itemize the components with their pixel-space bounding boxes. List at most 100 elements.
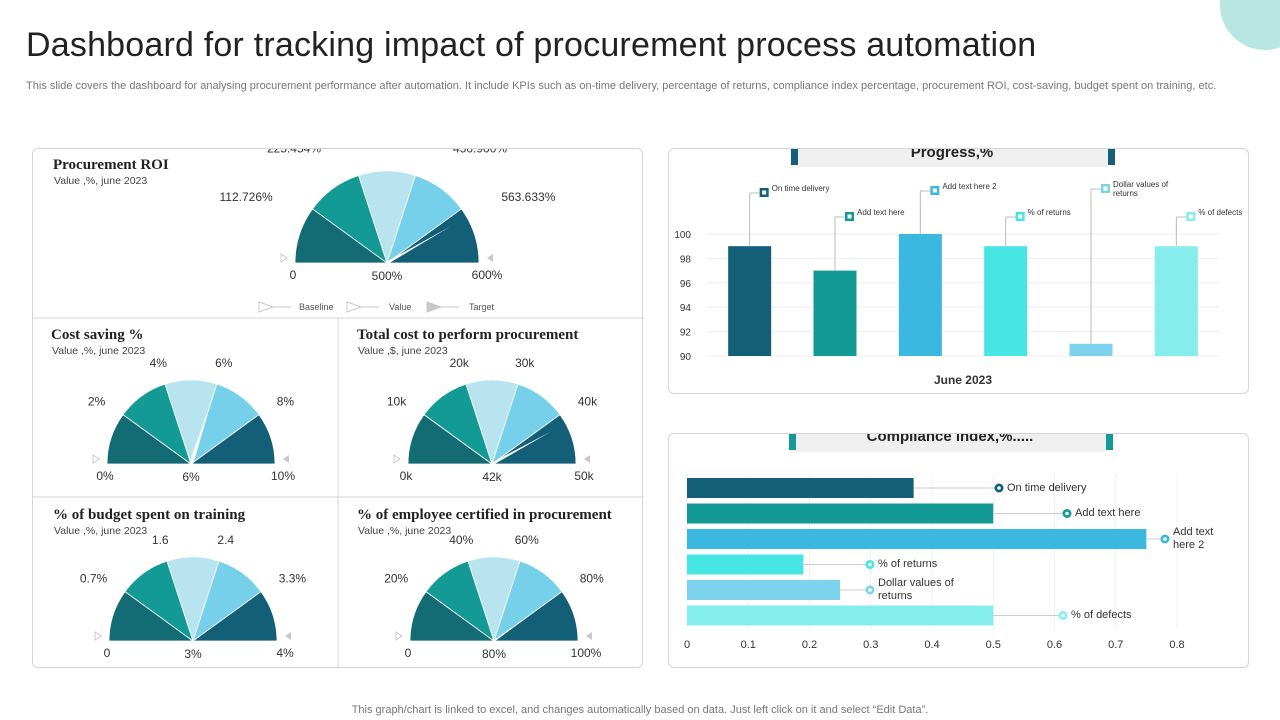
gauge-tick-label: 4% — [150, 356, 168, 370]
category-label: Add text here — [1075, 507, 1141, 519]
title-accent — [1108, 137, 1115, 165]
gauge-tick-label: 10k — [387, 395, 407, 409]
category-marker-icon — [932, 188, 937, 193]
gauge-tick-label: 563.633% — [501, 190, 555, 204]
gauge-tick-label: 100% — [571, 646, 602, 660]
baseline-marker-icon — [280, 253, 288, 263]
corner-decoration — [1220, 0, 1280, 50]
bar — [728, 246, 772, 356]
gauge-value-label: 80% — [482, 647, 506, 661]
target-marker-icon — [283, 455, 289, 463]
y-tick-label: 94 — [680, 303, 692, 314]
category-label-container: Add text here 2 — [942, 182, 997, 191]
gauge-tick-label: 1.6 — [152, 533, 169, 547]
gauge-tick-label: 40% — [449, 533, 473, 547]
page-title: Dashboard for tracking impact of procure… — [26, 26, 1037, 64]
target-marker-icon — [426, 301, 443, 313]
category-marker-icon — [762, 190, 767, 195]
category-marker-icon — [1188, 214, 1193, 219]
gauge-tick-label: 450.900% — [453, 149, 507, 156]
legend-baseline-label: Baseline — [299, 302, 334, 312]
gauge-title: Total cost to perform procurement — [357, 327, 578, 343]
category-marker-icon — [1103, 186, 1108, 191]
gauge-tick-label: 112.726% — [220, 190, 273, 204]
gauge-subtitle: Value ,%, june 2023 — [54, 175, 147, 187]
category-label-container: On time delivery — [1007, 481, 1087, 494]
gauge-needle — [490, 431, 551, 467]
title-accent — [789, 422, 796, 450]
gauge-tick-label: 40k — [578, 395, 598, 409]
x-tick-label: 0.5 — [986, 639, 1001, 651]
gauge-title: Procurement ROI — [53, 157, 169, 173]
gauge-band — [492, 591, 579, 642]
gauge-employee-certified: % of employee certified in procurement Va… — [357, 507, 612, 661]
category-label: Dollar values of returns — [1113, 180, 1169, 198]
target-marker-icon — [487, 254, 493, 262]
category-label: Dollar values of returns — [878, 578, 954, 602]
gauge-tick-label: 0 — [104, 646, 111, 660]
category-label-container: Add text here — [1075, 507, 1141, 519]
target-marker-icon — [586, 632, 592, 640]
gauge-band — [191, 591, 278, 642]
gauge-tick-label: 8% — [277, 395, 295, 409]
gauge-title: Cost saving % — [51, 327, 144, 343]
y-tick-label: 90 — [680, 352, 692, 363]
category-label: % of defects — [1071, 609, 1132, 621]
gauge-tick-label: 30k — [515, 356, 535, 370]
gauge-subtitle: Value ,$, june 2023 — [358, 345, 448, 357]
gauge-title: % of budget spent on training — [53, 507, 246, 523]
gauge-tick-label: 10% — [271, 469, 295, 483]
x-tick-label: 0.3 — [863, 639, 878, 651]
category-label: On time delivery — [1007, 481, 1087, 494]
gauge-tick-label: 0 — [290, 268, 297, 282]
compliance-chart: Compliance index,%..... 0 0.1 0.2 0.3 0.4 0.5 0… — [684, 422, 1213, 651]
gauge-tick-label: 3.3% — [279, 572, 307, 586]
y-tick-label: 92 — [680, 328, 692, 339]
category-label-container: On time delivery — [772, 184, 830, 193]
baseline-marker-icon — [92, 454, 100, 464]
legend-value-label: Value — [389, 302, 411, 312]
category-label-container: Dollar values of returns — [1113, 180, 1169, 198]
gauge-tick-label: 4% — [276, 646, 294, 660]
compliance-title: Compliance index,%..... — [867, 434, 1034, 445]
y-tick-label: 98 — [680, 254, 692, 265]
gauge-title: % of employee certified in procurement — [357, 507, 612, 523]
category-label: % of returns — [1027, 208, 1071, 217]
gauge-tick-label: 2.4 — [217, 533, 234, 547]
footer-note: This graph/chart is linked to excel, and… — [351, 704, 929, 716]
gauge-value-label: 3% — [184, 647, 202, 661]
gauge-budget-training: % of budget spent on training Value ,%, j… — [53, 507, 306, 661]
y-tick-label: 100 — [674, 230, 691, 241]
progress-panel: Progress,% 90 92 94 96 98 100 On time delivery A… — [668, 137, 1249, 394]
legend-target-label: Target — [469, 302, 495, 312]
bar — [984, 246, 1028, 356]
category-marker-icon — [1018, 214, 1023, 219]
category-marker-icon — [997, 486, 1001, 490]
baseline-marker-icon — [258, 301, 275, 313]
gauge-needle — [188, 400, 212, 465]
baseline-marker-icon — [94, 631, 102, 641]
compliance-panel: Compliance index,%..... 0 0.1 0.2 0.3 0.4 0.5 0… — [668, 422, 1249, 668]
gauge-tick-label: 50k — [574, 469, 594, 483]
bar — [687, 554, 804, 575]
gauge-value-label: 6% — [182, 470, 200, 484]
title-accent — [1106, 422, 1113, 450]
x-tick-label: 0 — [684, 639, 690, 651]
category-label: Add text here 2 — [942, 182, 997, 191]
gauge-tick-label: 0.7% — [80, 572, 108, 586]
gauge-band — [189, 414, 276, 465]
bar — [1154, 246, 1198, 356]
x-tick-label: 0.7 — [1108, 639, 1123, 651]
category-label: % of returns — [878, 558, 938, 570]
category-marker-icon — [868, 588, 872, 592]
category-marker-icon — [1061, 613, 1065, 618]
bar — [1069, 343, 1113, 356]
category-marker-icon — [1065, 511, 1069, 516]
gauge-value-label: 42k — [482, 470, 502, 484]
bar — [813, 270, 857, 356]
category-label-container: % of defects — [1071, 609, 1132, 621]
bar — [687, 478, 914, 498]
gauge-tick-label: 225.454% — [267, 149, 321, 156]
progress-title: Progress,% — [911, 149, 994, 161]
gauge-tick-label: 60% — [515, 533, 539, 547]
